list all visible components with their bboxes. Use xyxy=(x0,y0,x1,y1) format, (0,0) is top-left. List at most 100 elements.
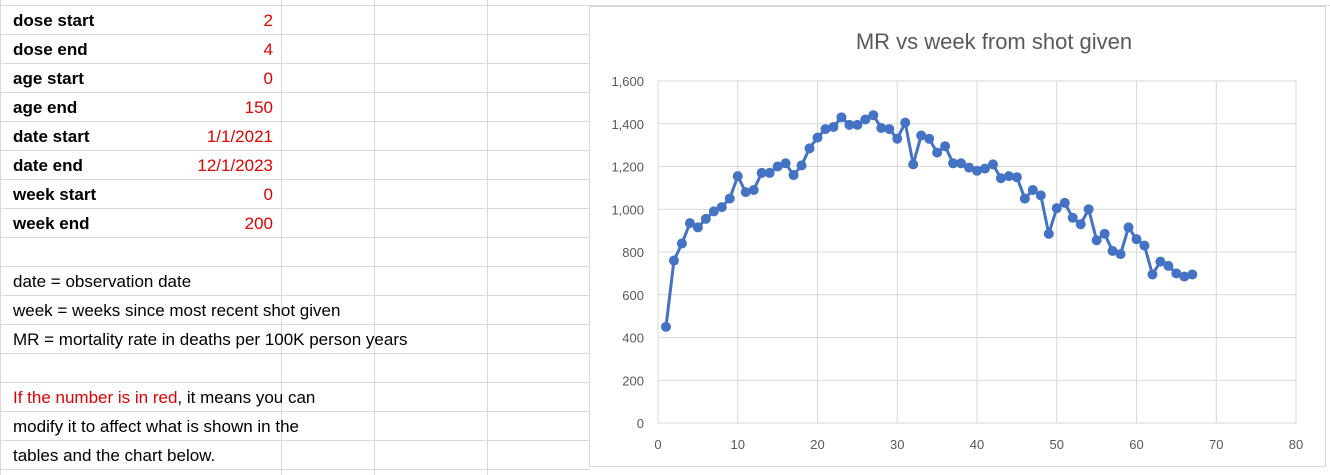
data-point xyxy=(796,160,807,171)
data-point xyxy=(764,167,775,178)
data-point xyxy=(748,185,759,196)
x-tick-label: 30 xyxy=(890,437,904,452)
data-point xyxy=(1091,235,1102,246)
param-value-dose-start[interactable]: 2 xyxy=(263,11,273,30)
data-point xyxy=(916,130,927,141)
param-label-date-start[interactable]: date start xyxy=(13,127,90,146)
param-label-week-end[interactable]: week end xyxy=(13,214,90,233)
data-point xyxy=(860,114,871,125)
data-point xyxy=(756,167,767,178)
data-point xyxy=(932,147,943,158)
data-point xyxy=(1147,269,1158,280)
chart-title: MR vs week from shot given xyxy=(856,29,1132,54)
param-label-age-end[interactable]: age end xyxy=(13,98,78,117)
param-value-date-start[interactable]: 1/1/2021 xyxy=(206,127,273,146)
data-point xyxy=(995,173,1006,184)
data-point xyxy=(700,213,711,224)
definition-week[interactable]: week = weeks since most recent shot give… xyxy=(13,301,341,320)
chart-panel[interactable]: MR vs week from shot given 0 10 20 30 40 50 60… xyxy=(589,6,1326,467)
data-point xyxy=(908,159,919,170)
data-point xyxy=(924,133,935,144)
data-point xyxy=(1043,228,1054,239)
param-value-date-end[interactable]: 12/1/2023 xyxy=(197,156,273,175)
data-point xyxy=(1027,185,1038,196)
data-point xyxy=(1155,256,1166,267)
data-point xyxy=(1163,260,1174,271)
data-point xyxy=(1035,190,1046,201)
y-tick-label: 200 xyxy=(622,373,644,388)
data-point xyxy=(1139,240,1150,251)
data-point xyxy=(724,193,735,204)
x-tick-label: 40 xyxy=(970,437,984,452)
data-point xyxy=(948,158,959,169)
note-line-2[interactable]: modify it to affect what is shown in the xyxy=(13,417,299,436)
data-point xyxy=(1187,269,1198,280)
param-value-age-start[interactable]: 0 xyxy=(263,69,273,88)
data-point xyxy=(772,161,783,172)
data-point xyxy=(972,165,982,176)
param-value-week-start[interactable]: 0 xyxy=(263,185,273,204)
param-value-dose-end[interactable]: 4 xyxy=(263,40,273,59)
x-tick-label: 70 xyxy=(1209,437,1223,452)
note-red-text: If the number is in red xyxy=(13,388,178,407)
data-point xyxy=(1059,197,1070,208)
x-tick-label: 60 xyxy=(1129,437,1143,452)
note-line-1-rest: , it means you can xyxy=(177,388,316,407)
param-label-date-end[interactable]: date end xyxy=(13,156,83,175)
data-point xyxy=(1107,245,1118,256)
data-point xyxy=(940,141,951,152)
param-value-age-end[interactable]: 150 xyxy=(244,98,273,117)
data-point xyxy=(660,321,671,332)
data-point xyxy=(979,163,990,174)
param-label-age-start[interactable]: age start xyxy=(13,69,84,88)
param-label-week-start[interactable]: week start xyxy=(13,185,97,204)
data-point xyxy=(1075,219,1086,230)
y-tick-label: 600 xyxy=(622,288,644,303)
data-point xyxy=(1115,249,1126,260)
data-point xyxy=(716,202,727,213)
note-line-3[interactable]: tables and the chart below. xyxy=(13,446,216,465)
data-point xyxy=(1131,234,1142,245)
data-point xyxy=(1051,203,1062,214)
data-point xyxy=(692,222,703,233)
definition-mr[interactable]: MR = mortality rate in deaths per 100K p… xyxy=(13,330,408,349)
mr-vs-week-chart: MR vs week from shot given 0 10 20 30 40 50 60… xyxy=(611,29,1303,452)
data-point xyxy=(740,187,751,198)
y-tick-label: 1,000 xyxy=(611,202,644,217)
data-point xyxy=(987,159,998,170)
data-point xyxy=(1067,212,1078,223)
data-point xyxy=(1099,228,1110,239)
data-point xyxy=(852,119,863,130)
data-point xyxy=(844,119,855,130)
y-tick-label: 1,600 xyxy=(611,74,644,89)
data-point xyxy=(828,121,839,132)
data-point xyxy=(1083,204,1094,215)
data-point xyxy=(804,143,815,154)
data-point xyxy=(1003,171,1014,182)
chart-gridlines xyxy=(657,80,1297,424)
param-value-week-end[interactable]: 200 xyxy=(244,214,273,233)
data-point xyxy=(788,170,799,181)
data-point xyxy=(708,206,719,217)
data-point xyxy=(812,132,823,143)
param-label-dose-start[interactable]: dose start xyxy=(13,11,95,30)
data-point xyxy=(668,255,679,266)
x-tick-label: 10 xyxy=(731,437,745,452)
param-label-dose-end[interactable]: dose end xyxy=(13,40,88,59)
y-tick-label: 1,200 xyxy=(611,160,644,175)
definition-date[interactable]: date = observation date xyxy=(13,272,192,291)
data-point xyxy=(956,158,967,169)
data-point xyxy=(676,238,687,249)
data-point xyxy=(1171,268,1182,279)
y-tick-label: 1,400 xyxy=(611,117,644,132)
chart-tick-labels: 0 10 20 30 40 50 60 70 8002004006008001,0001,200… xyxy=(611,74,1303,452)
x-tick-label: 80 xyxy=(1289,437,1303,452)
data-point xyxy=(780,158,791,169)
data-point xyxy=(964,162,975,173)
data-point xyxy=(892,133,903,144)
x-tick-label: 0 xyxy=(654,437,661,452)
y-tick-label: 0 xyxy=(637,416,644,431)
data-point xyxy=(820,124,831,135)
x-tick-label: 20 xyxy=(810,437,824,452)
note-line-1[interactable]: If the number is in red, it means you ca… xyxy=(13,383,315,412)
